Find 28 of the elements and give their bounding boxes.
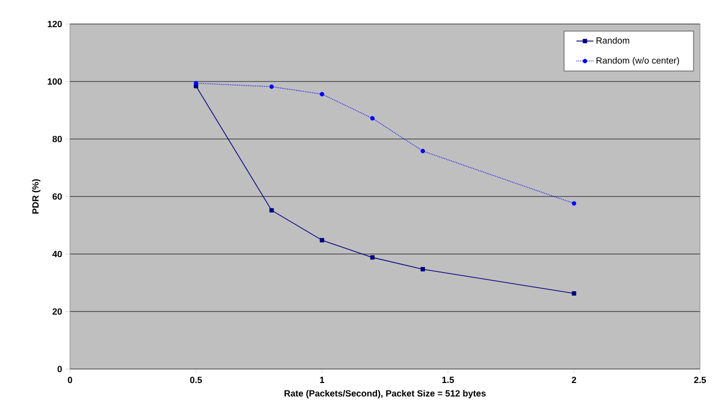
point: [320, 92, 324, 96]
point: [572, 291, 576, 296]
point: [420, 148, 425, 154]
point: [320, 238, 324, 242]
point: [420, 267, 425, 272]
legend-label: Random (w/o center): [596, 57, 679, 66]
point: [269, 84, 274, 89]
y-tick-label: 0: [58, 366, 62, 372]
x-tick-label: 2.5: [694, 376, 706, 384]
y-tick-label: 100: [48, 78, 62, 85]
y-tick-label: 20: [52, 308, 62, 315]
y-tick-label: 40: [52, 250, 62, 258]
y-axis-title: PDR (%): [32, 179, 40, 214]
point: [370, 116, 375, 120]
x-tick-label: 0: [68, 376, 72, 384]
y-tick-label: 120: [48, 20, 62, 28]
x-tick-label: 0.5: [190, 376, 202, 384]
x-tick-label: 1.5: [442, 376, 454, 384]
x-tick-label: 2: [572, 376, 576, 384]
y-tick-label: 80: [52, 136, 62, 142]
x-tick-label: 1: [320, 376, 324, 383]
point: [572, 201, 576, 206]
x-axis-title: Rate (Packets/Second), Packet Size = 512 bytes: [284, 390, 486, 398]
legend-label: Random: [596, 37, 630, 44]
y-tick-label: 60: [52, 193, 62, 200]
point: [194, 81, 198, 86]
point: [269, 208, 274, 212]
point: [370, 255, 375, 260]
